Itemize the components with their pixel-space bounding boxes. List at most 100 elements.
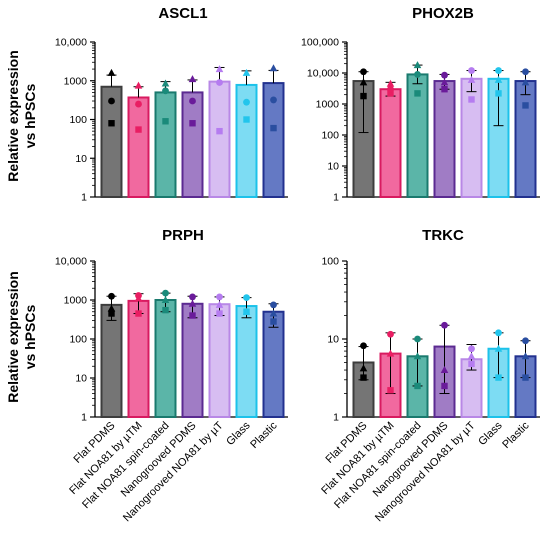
y-tick-label: 10 [75, 153, 87, 165]
point-circle-5 [216, 293, 223, 301]
bar-2 [127, 96, 150, 198]
y-tick-label: 100 [69, 334, 87, 346]
point-circle-4 [441, 321, 448, 329]
point-circle-6 [243, 98, 250, 106]
point-triangle-1 [359, 78, 368, 86]
point-square-6 [495, 90, 502, 97]
point-triangle-4 [188, 75, 197, 83]
point-circle-7 [522, 337, 529, 345]
point-circle-3 [414, 71, 421, 78]
y-tick-label: 100 [69, 114, 87, 126]
panel-phox2b: PHOX2B 1 10 100 1000 10,000 100,000 [301, 5, 540, 204]
point-square-7 [270, 318, 277, 325]
point-circle-1 [360, 342, 367, 350]
x-category-label: Plastic [500, 419, 532, 451]
point-triangle-1 [107, 304, 116, 312]
point-square-2 [387, 387, 394, 394]
y-axis-label-bottom-line2: vs hPSCs [22, 304, 38, 369]
point-triangle-2 [134, 294, 143, 302]
y-tick-label: 1 [81, 192, 87, 204]
point-circle-3 [162, 87, 169, 95]
y-tick-label: 1 [333, 412, 339, 424]
point-square-1 [360, 92, 367, 100]
y-tick-label: 10,000 [55, 37, 87, 49]
point-triangle-3 [413, 61, 422, 69]
point-square-4 [441, 382, 448, 390]
point-circle-4 [189, 97, 196, 105]
point-circle-7 [522, 68, 529, 76]
point-triangle-3 [413, 352, 422, 360]
point-circle-5 [216, 79, 223, 86]
point-triangle-6 [242, 307, 251, 315]
point-triangle-5 [467, 352, 476, 360]
chart-title: PRPH [162, 227, 204, 244]
point-square-2 [135, 126, 142, 133]
point-circle-2 [387, 85, 394, 93]
point-square-5 [216, 127, 223, 135]
bar-4 [433, 80, 456, 198]
point-triangle-1 [359, 364, 368, 372]
point-square-7 [522, 102, 529, 109]
point-square-2 [135, 310, 142, 317]
point-circle-5 [468, 345, 475, 353]
point-circle-2 [135, 100, 142, 108]
point-square-4 [441, 86, 448, 93]
bar-7 [514, 80, 537, 198]
y-tick-label: 10 [327, 334, 339, 346]
point-square-6 [495, 374, 502, 381]
point-square-2 [387, 90, 394, 97]
point-triangle-1 [107, 68, 116, 76]
bar-1 [100, 303, 123, 419]
point-triangle-2 [386, 349, 395, 357]
x-category-label: Plastic [248, 419, 280, 451]
point-square-5 [468, 96, 475, 103]
point-triangle-4 [440, 78, 449, 86]
y-tick-label: 100,000 [301, 37, 339, 49]
point-square-4 [189, 120, 196, 127]
point-square-1 [360, 374, 367, 381]
point-square-6 [243, 116, 250, 123]
point-square-1 [108, 310, 115, 317]
y-tick-label: 1000 [64, 295, 88, 307]
y-axis-label-bottom-line1: Relative expression [5, 271, 21, 403]
point-circle-5 [468, 67, 475, 74]
point-square-3 [162, 306, 169, 314]
bar-3 [154, 299, 177, 418]
point-triangle-6 [242, 68, 251, 76]
point-triangle-2 [386, 79, 395, 87]
point-square-3 [162, 118, 169, 125]
point-square-1 [108, 120, 115, 127]
point-triangle-3 [161, 296, 170, 303]
y-tick-label: 100 [321, 130, 339, 142]
panel-ascl1: ASCL1 1 10 100 1000 10,000 [55, 5, 288, 204]
point-triangle-7 [269, 64, 278, 72]
point-triangle-6 [494, 344, 503, 352]
chart-panels: ASCL1 1 10 100 1000 10,000 PHOX2B 1 10 100 1000 10,… [55, 5, 540, 524]
point-square-5 [468, 360, 475, 368]
point-triangle-3 [161, 79, 170, 87]
point-square-7 [270, 124, 277, 132]
point-triangle-4 [188, 299, 197, 307]
y-tick-label: 10 [75, 373, 87, 385]
chart-title: PHOX2B [412, 5, 474, 22]
point-square-5 [216, 310, 223, 317]
point-circle-1 [108, 97, 115, 105]
point-triangle-6 [494, 75, 503, 83]
y-tick-label: 1000 [64, 75, 88, 87]
y-tick-label: 10,000 [55, 256, 87, 268]
bar-5 [208, 303, 231, 418]
point-circle-6 [243, 294, 250, 302]
point-circle-4 [441, 71, 448, 79]
point-circle-7 [270, 96, 277, 104]
point-circle-3 [414, 335, 421, 343]
point-triangle-5 [215, 300, 224, 308]
point-square-7 [522, 374, 529, 381]
y-tick-label: 100 [321, 256, 339, 268]
bar-4 [181, 302, 204, 418]
point-triangle-5 [467, 75, 476, 83]
point-triangle-5 [215, 65, 224, 73]
y-tick-label: 1 [333, 192, 339, 204]
point-circle-3 [162, 289, 169, 297]
